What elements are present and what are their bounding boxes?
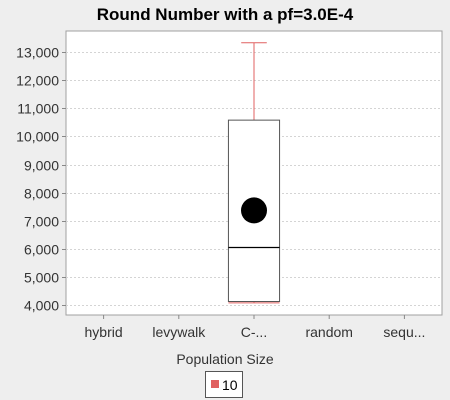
x-axis-label: Population Size — [176, 351, 274, 367]
x-tick-label-2: C-... — [241, 324, 267, 340]
y-tick-label-13000: 13,000 — [16, 45, 59, 61]
x-tick-label-4: sequ... — [383, 324, 425, 340]
box-plot-series — [227, 42, 281, 304]
y-tick-label-6000: 6,000 — [24, 242, 59, 258]
x-tick-label-1: levywalk — [152, 324, 206, 340]
y-axis-ticks: 4,000 5,000 6,000 7,000 8,000 9,000 10,000 11,0… — [16, 45, 66, 314]
y-tick-label-9000: 9,000 — [24, 158, 59, 174]
y-tick-label-12000: 12,000 — [16, 73, 59, 89]
y-tick-label-11000: 11,000 — [17, 101, 59, 117]
x-tick-label-3: random — [305, 324, 352, 340]
y-tick-label-10000: 10,000 — [16, 129, 59, 145]
chart-title: Round Number with a pf=3.0E-4 — [97, 5, 354, 24]
box-mean-marker — [241, 197, 267, 224]
y-tick-label-4000: 4,000 — [24, 298, 59, 314]
legend-label-10: 10 — [222, 377, 238, 393]
y-tick-label-5000: 5,000 — [24, 270, 59, 286]
y-tick-label-7000: 7,000 — [24, 214, 59, 230]
y-tick-label-8000: 8,000 — [24, 186, 59, 202]
x-axis-ticks: hybrid levywalk C-... random sequ... — [85, 315, 425, 340]
x-tick-label-0: hybrid — [85, 324, 123, 340]
legend: 10 — [205, 371, 243, 398]
legend-swatch-10 — [211, 380, 219, 388]
